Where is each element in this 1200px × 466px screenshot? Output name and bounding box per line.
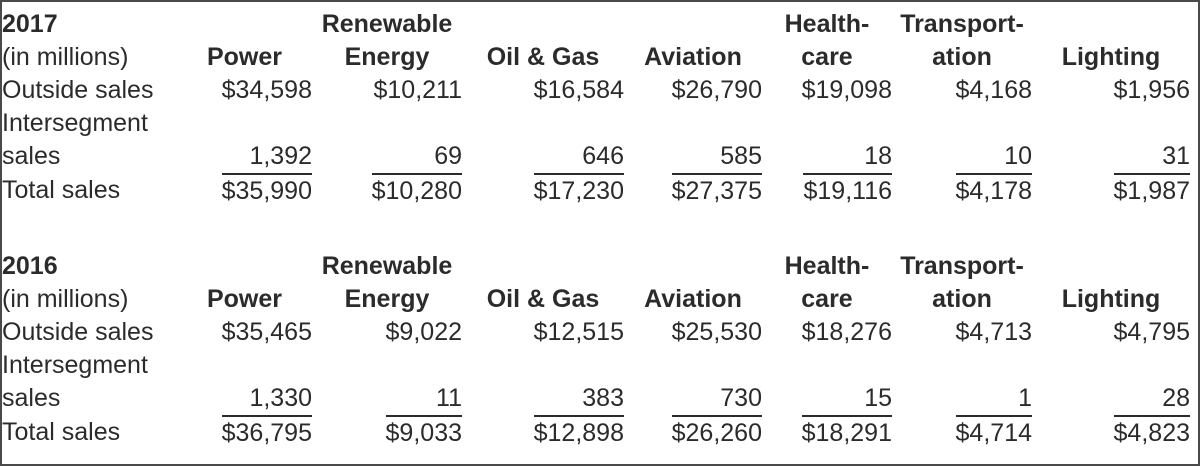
total-sales-value: $35,990 <box>221 173 312 204</box>
intersegment-sales-value: 730 <box>720 384 762 412</box>
intersegment-sales-value: 1,392 <box>249 142 312 170</box>
intersegment-sales-value: 1 <box>1018 384 1032 412</box>
total-sales-value: $9,033 <box>385 415 462 446</box>
outside-sales-value: $19,098 <box>801 76 892 104</box>
segment-table-2016: 2016 Renewable Health- Transport- (in mi… <box>2 250 1190 450</box>
column-header: Oil & Gas <box>486 285 600 313</box>
intersegment-sales-value: 31 <box>1162 142 1190 170</box>
outside-sales-value: $1,956 <box>1113 76 1190 104</box>
intersegment-sales-value: 646 <box>582 142 624 170</box>
column-header: ation <box>932 43 992 71</box>
row-label-outside-sales: Outside sales <box>2 318 154 346</box>
total-sales-value: $4,178 <box>955 173 1032 204</box>
column-header: Energy <box>344 285 430 313</box>
total-sales-value: $26,260 <box>671 415 762 446</box>
column-header-line1: Transport- <box>900 252 1024 280</box>
column-header-line1 <box>462 8 624 41</box>
column-header-line1: Renewable <box>321 252 453 280</box>
outside-sales-value: $4,168 <box>955 76 1032 104</box>
intersegment-sales-value: 18 <box>864 142 892 170</box>
column-header-line1: Transport- <box>900 10 1024 38</box>
outside-sales-value: $9,022 <box>385 318 462 346</box>
intersegment-sales-value: 11 <box>436 384 462 412</box>
intersegment-label-row: Intersegment <box>2 107 1190 140</box>
segment-table-2017: 2017 Renewable Health- Transport- (in mi… <box>2 8 1190 208</box>
header-row-1: 2016 Renewable Health- Transport- <box>2 250 1190 283</box>
total-sales-value: $4,714 <box>955 415 1032 446</box>
outside-sales-value: $34,598 <box>221 76 312 104</box>
column-header-line1: Renewable <box>321 10 453 38</box>
header-row-2: (in millions) Power Energy Oil & Gas Avi… <box>2 41 1190 74</box>
total-sales-value: $36,795 <box>221 415 312 446</box>
outside-sales-value: $4,795 <box>1113 318 1190 346</box>
intersegment-label-row: Intersegment <box>2 349 1190 382</box>
column-header-line1 <box>177 250 312 283</box>
year-label: 2017 <box>2 10 58 38</box>
column-header: care <box>801 285 853 313</box>
column-header: Aviation <box>644 43 742 71</box>
column-header: Power <box>206 43 283 71</box>
intersegment-sales-value: 383 <box>582 384 624 412</box>
outside-sales-row: Outside sales $35,465 $9,022 $12,515 $25… <box>2 316 1190 349</box>
total-sales-value: $19,116 <box>803 173 892 204</box>
intersegment-sales-row: sales 1,392 69 646 585 18 10 31 <box>2 140 1190 173</box>
intersegment-sales-value: 10 <box>1004 142 1032 170</box>
outside-sales-value: $35,465 <box>221 318 312 346</box>
row-label-intersegment-sales: sales <box>2 142 61 170</box>
intersegment-sales-value: 69 <box>434 142 462 170</box>
header-row-1: 2017 Renewable Health- Transport- <box>2 8 1190 41</box>
total-sales-row: Total sales $35,990 $10,280 $17,230 $27,… <box>2 173 1190 208</box>
total-sales-value: $12,898 <box>533 415 624 446</box>
total-sales-value: $10,280 <box>371 173 462 204</box>
column-header-line1 <box>462 250 624 283</box>
column-header: Aviation <box>644 285 742 313</box>
row-label-intersegment: Intersegment <box>2 109 148 137</box>
row-label-total-sales: Total sales <box>2 418 121 446</box>
column-header-line1 <box>624 8 762 41</box>
row-label-intersegment-sales: sales <box>2 384 61 412</box>
outside-sales-value: $10,211 <box>373 76 462 104</box>
column-header-line1 <box>1032 8 1190 41</box>
intersegment-sales-value: 1,330 <box>249 384 312 412</box>
outside-sales-value: $16,584 <box>533 76 624 104</box>
year-label: 2016 <box>2 252 58 280</box>
total-sales-value: $27,375 <box>671 173 762 204</box>
unit-label: (in millions) <box>2 43 129 71</box>
column-header-line1 <box>177 8 312 41</box>
outside-sales-value: $25,530 <box>671 318 762 346</box>
column-header: ation <box>932 285 992 313</box>
total-sales-row: Total sales $36,795 $9,033 $12,898 $26,2… <box>2 415 1190 450</box>
outside-sales-value: $4,713 <box>955 318 1032 346</box>
column-header: Energy <box>344 43 430 71</box>
column-header-line1 <box>624 250 762 283</box>
intersegment-sales-value: 15 <box>864 384 892 412</box>
column-header: Lighting <box>1061 285 1161 313</box>
column-header-line1 <box>1032 250 1190 283</box>
total-sales-value: $18,291 <box>801 415 892 446</box>
column-header-line1: Health- <box>784 252 870 280</box>
intersegment-sales-value: 585 <box>720 142 762 170</box>
row-label-total-sales: Total sales <box>2 176 121 204</box>
row-label-outside-sales: Outside sales <box>2 76 154 104</box>
intersegment-sales-row: sales 1,330 11 383 730 15 1 28 <box>2 382 1190 415</box>
column-header: Lighting <box>1061 43 1161 71</box>
total-sales-value: $4,823 <box>1113 415 1190 446</box>
intersegment-sales-value: 28 <box>1162 384 1190 412</box>
row-label-intersegment: Intersegment <box>2 351 148 379</box>
outside-sales-value: $18,276 <box>801 318 892 346</box>
header-row-2: (in millions) Power Energy Oil & Gas Avi… <box>2 283 1190 316</box>
outside-sales-value: $12,515 <box>533 318 624 346</box>
outside-sales-value: $26,790 <box>671 76 762 104</box>
outside-sales-row: Outside sales $34,598 $10,211 $16,584 $2… <box>2 74 1190 107</box>
column-header: care <box>801 43 853 71</box>
unit-label: (in millions) <box>2 285 129 313</box>
total-sales-value: $1,987 <box>1113 173 1190 204</box>
column-header: Oil & Gas <box>486 43 600 71</box>
total-sales-value: $17,230 <box>533 173 624 204</box>
column-header: Power <box>206 285 283 313</box>
column-header-line1: Health- <box>784 10 870 38</box>
